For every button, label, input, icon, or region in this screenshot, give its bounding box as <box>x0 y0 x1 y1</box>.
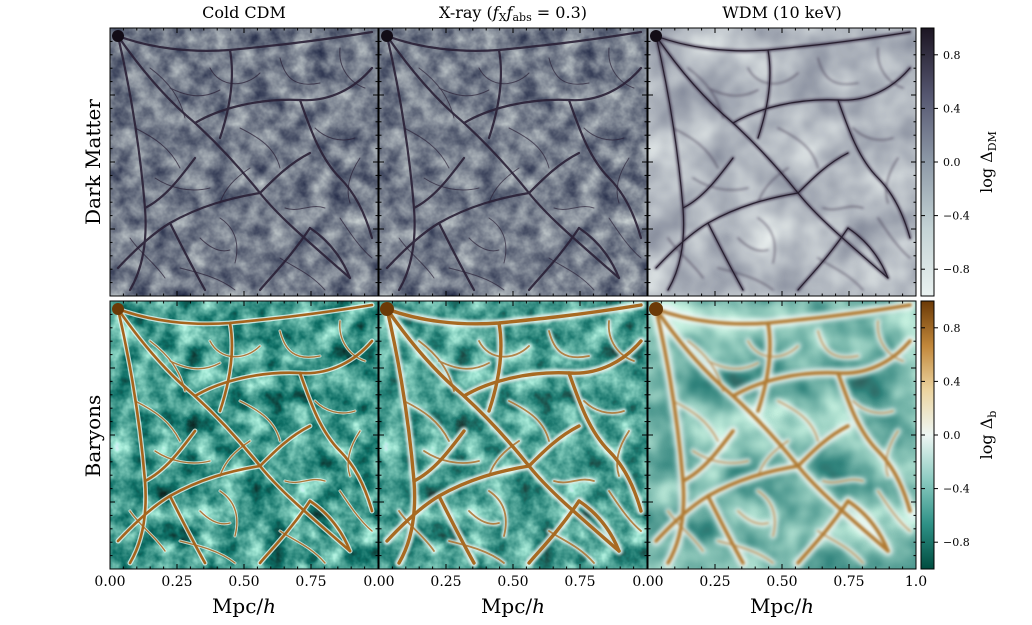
x-tick-label: 0.00 <box>94 574 125 590</box>
row-label-dark-matter: Dark Matter <box>81 99 105 225</box>
panel-dm-wdm <box>648 28 916 296</box>
x-axis-label: Mpc/h <box>750 594 814 618</box>
row-label-baryons: Baryons <box>81 395 105 478</box>
colorbar-tick-label: 0.4 <box>943 375 961 388</box>
x-tick-label: 0.50 <box>228 574 259 590</box>
colorbar-label: log ΔDM <box>977 131 999 193</box>
x-tick-label: 0.75 <box>564 574 595 590</box>
x-axis-label: Mpc/h <box>212 594 276 618</box>
column-title-2: WDM (10 keV) <box>722 3 841 22</box>
panel-dm-xray <box>379 28 647 296</box>
x-tick-label: 0.50 <box>766 574 797 590</box>
panel-dm-cdm <box>110 28 378 296</box>
colorbar-dark-matter: 0.8 0.4 0.0 −0.4 −0.8 log ΔDM <box>920 27 999 297</box>
x-tick-label: 0.25 <box>430 574 461 590</box>
colorbar-tick-label: 0.4 <box>943 102 961 115</box>
colorbar-tick-label: 0.8 <box>943 322 961 335</box>
x-tick-label: 0.00 <box>363 574 394 590</box>
column-title-0: Cold CDM <box>202 3 286 22</box>
x-tick-label: 0.25 <box>161 574 192 590</box>
x-tick-label: 1.0 <box>905 574 927 590</box>
column-title-1: X-ray (fXfabs = 0.3) <box>439 3 587 24</box>
x-tick-label: 0.50 <box>497 574 528 590</box>
panel-frames <box>109 27 917 570</box>
x-tick-label: 0.75 <box>833 574 864 590</box>
colorbar-tick-label: −0.8 <box>943 536 970 549</box>
x-axis: 0.00 0.25 0.50 0.75 Mpc/h 0.00 0.25 0.50 0.75 Mpc… <box>94 574 927 618</box>
colorbar-label: log Δb <box>977 411 999 460</box>
colorbar-baryons: 0.8 0.4 0.0 −0.4 −0.8 log Δb <box>920 300 999 570</box>
panel-baryons-xray <box>379 301 647 569</box>
panel-baryons-cdm <box>110 301 378 569</box>
colorbar-tick-label: 0.8 <box>943 49 961 62</box>
x-tick-label: 0.25 <box>699 574 730 590</box>
colorbar-tick-label: −0.8 <box>943 263 970 276</box>
colorbar-tick-label: 0.0 <box>943 429 961 442</box>
colorbar-tick-label: −0.4 <box>943 210 970 223</box>
x-axis-label: Mpc/h <box>481 594 545 618</box>
colorbar-tick-label: −0.4 <box>943 483 970 496</box>
x-tick-label: 0.75 <box>295 574 326 590</box>
column-titles: Cold CDM X-ray (fXfabs = 0.3) WDM (10 keV) <box>202 3 842 24</box>
colorbar-tick-label: 0.0 <box>943 156 961 169</box>
panel-baryons-wdm <box>648 301 916 569</box>
x-tick-label: 0.00 <box>632 574 663 590</box>
